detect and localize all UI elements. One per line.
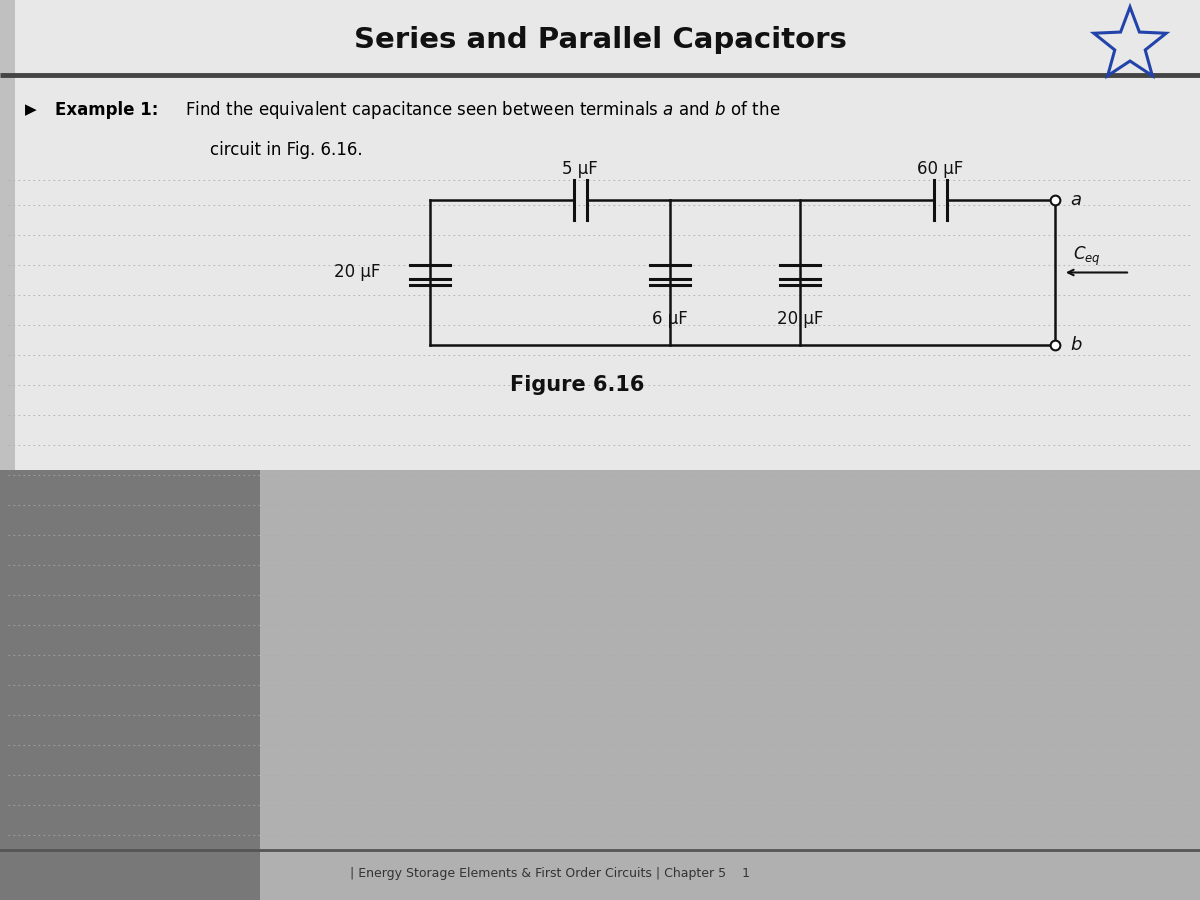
Text: $C_{eq}$: $C_{eq}$ — [1073, 244, 1100, 267]
Text: ▶: ▶ — [25, 103, 37, 118]
Text: circuit in Fig. 6.16.: circuit in Fig. 6.16. — [210, 141, 362, 159]
Text: Series and Parallel Capacitors: Series and Parallel Capacitors — [354, 26, 846, 54]
Text: Example 1:: Example 1: — [55, 101, 158, 119]
Bar — [0, 0, 1200, 470]
Bar — [0, 0, 1200, 470]
Text: 20 μF: 20 μF — [776, 310, 823, 328]
Text: $a$: $a$ — [1070, 191, 1082, 209]
Text: $b$: $b$ — [1070, 336, 1082, 354]
Text: Find the equivalent capacitance seen between terminals $a$ and $b$ of the: Find the equivalent capacitance seen bet… — [185, 99, 780, 121]
Bar — [0, 470, 1200, 900]
Text: Figure 6.16: Figure 6.16 — [510, 375, 644, 395]
Text: 20 μF: 20 μF — [334, 263, 380, 281]
Text: 60 μF: 60 μF — [917, 160, 964, 178]
Text: 5 μF: 5 μF — [562, 160, 598, 178]
Text: | Energy Storage Elements & First Order Circuits | Chapter 5    1: | Energy Storage Elements & First Order … — [350, 867, 750, 879]
Bar — [0, 0, 14, 470]
Text: 6 μF: 6 μF — [652, 310, 688, 328]
Bar — [0, 470, 260, 900]
